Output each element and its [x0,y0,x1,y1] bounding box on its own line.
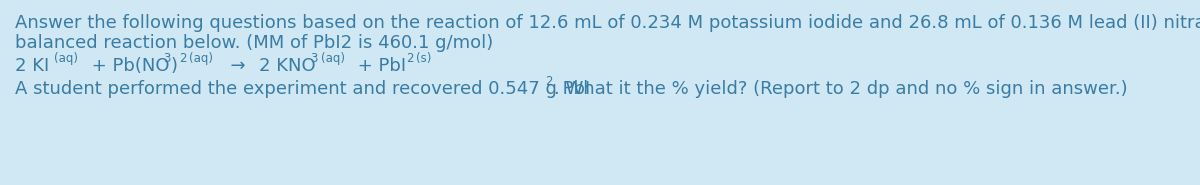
Text: (s): (s) [416,52,431,65]
Text: 2: 2 [545,75,552,88]
Text: 2: 2 [406,52,414,65]
Text: (aq): (aq) [190,52,214,65]
Text: 2 KNO: 2 KNO [259,57,316,75]
Text: + Pb(NO: + Pb(NO [86,57,169,75]
Text: balanced reaction below. (MM of PbI2 is 460.1 g/mol): balanced reaction below. (MM of PbI2 is … [14,34,493,52]
Text: ): ) [172,57,178,75]
Text: A student performed the experiment and recovered 0.547 g PbI: A student performed the experiment and r… [14,80,590,98]
Text: 2: 2 [179,52,186,65]
Text: + PbI: + PbI [352,57,406,75]
Text: Answer the following questions based on the reaction of 12.6 mL of 0.234 M potas: Answer the following questions based on … [14,14,1200,32]
Text: 3: 3 [310,52,317,65]
Text: 3: 3 [163,52,170,65]
Text: . What it the % yield? (Report to 2 dp and no % sign in answer.): . What it the % yield? (Report to 2 dp a… [554,80,1128,98]
Text: →: → [220,57,257,75]
Text: 2 KI: 2 KI [14,57,49,75]
Text: (aq): (aq) [322,52,346,65]
Text: (aq): (aq) [54,52,78,65]
